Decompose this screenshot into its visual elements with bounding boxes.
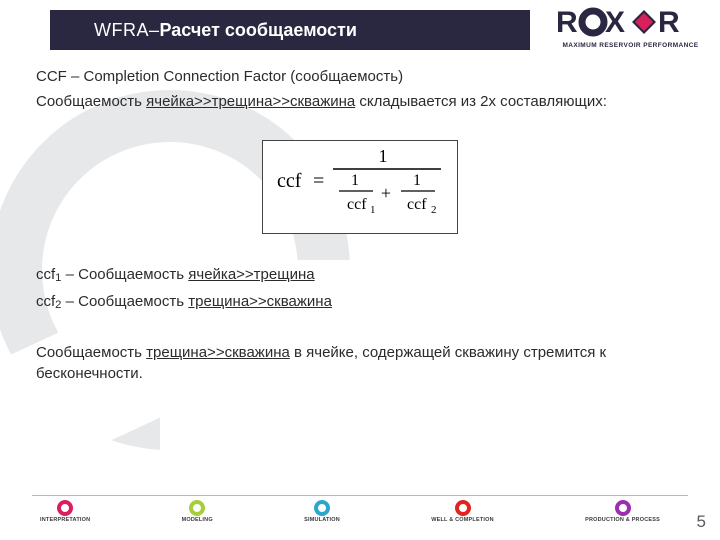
svg-text:R: R — [658, 6, 680, 39]
footer-label: WELL & COMPLETION — [431, 517, 494, 523]
svg-text:1: 1 — [379, 147, 388, 166]
footer-circle-icon — [455, 500, 471, 516]
footer-nav: INTERPRETATION MODELING SIMULATION WELL & C… — [40, 500, 660, 534]
svg-text:1: 1 — [351, 172, 359, 189]
footer-divider — [32, 495, 688, 496]
svg-text:ccf: ccf — [407, 196, 427, 213]
brand-tagline: MAXIMUM RESERVOIR PERFORMANCE — [553, 42, 708, 49]
svg-text:X: X — [605, 6, 625, 39]
footer-label: SIMULATION — [304, 517, 340, 523]
slide-content: CCF – Completion Connection Factor (сооб… — [36, 62, 684, 388]
footer-item: SIMULATION — [304, 500, 340, 523]
footer-circle-icon — [57, 500, 73, 516]
title-sep: – — [149, 20, 160, 41]
ccf-formula: ccf = 1 1 ccf 1 + 1 ccf 2 — [262, 140, 458, 234]
ccf-definition: CCF – Completion Connection Factor (сооб… — [36, 66, 684, 87]
footer-item: PRODUCTION & PROCESS — [585, 500, 660, 523]
brand-logo: R X R MAXIMUM RESERVOIR PERFORMANCE — [553, 6, 708, 49]
footer-circle-icon — [314, 500, 330, 516]
footer-item: WELL & COMPLETION — [431, 500, 494, 523]
svg-text:2: 2 — [431, 204, 437, 216]
title-light: WFRA — [94, 20, 149, 41]
svg-text:=: = — [313, 170, 324, 192]
footer-item: INTERPRETATION — [40, 500, 90, 523]
page-number: 5 — [697, 512, 706, 532]
ccf2-line: ccf2 – Сообщаемость трещина>>скважина — [36, 291, 684, 314]
ccf-intro: Сообщаемость ячейка>>трещина>>скважина с… — [36, 91, 684, 112]
footer-item: MODELING — [182, 500, 213, 523]
title-bold: Расчет сообщаемости — [160, 20, 357, 41]
svg-text:+: + — [381, 183, 391, 203]
svg-text:1: 1 — [413, 172, 421, 189]
footer-label: MODELING — [182, 517, 213, 523]
footer-label: PRODUCTION & PROCESS — [585, 517, 660, 523]
ccf1-line: ccf1 – Сообщаемость ячейка>>трещина — [36, 264, 684, 287]
footer-label: INTERPRETATION — [40, 517, 90, 523]
note-line: Сообщаемость трещина>>скважина в ячейке,… — [36, 342, 684, 384]
svg-text:ccf: ccf — [277, 170, 302, 192]
svg-text:R: R — [556, 6, 578, 39]
title-bar: WFRA – Расчет сообщаемости — [50, 10, 530, 50]
svg-text:1: 1 — [370, 204, 376, 216]
svg-text:ccf: ccf — [347, 196, 367, 213]
footer-circle-icon — [615, 500, 631, 516]
footer-circle-icon — [189, 500, 205, 516]
